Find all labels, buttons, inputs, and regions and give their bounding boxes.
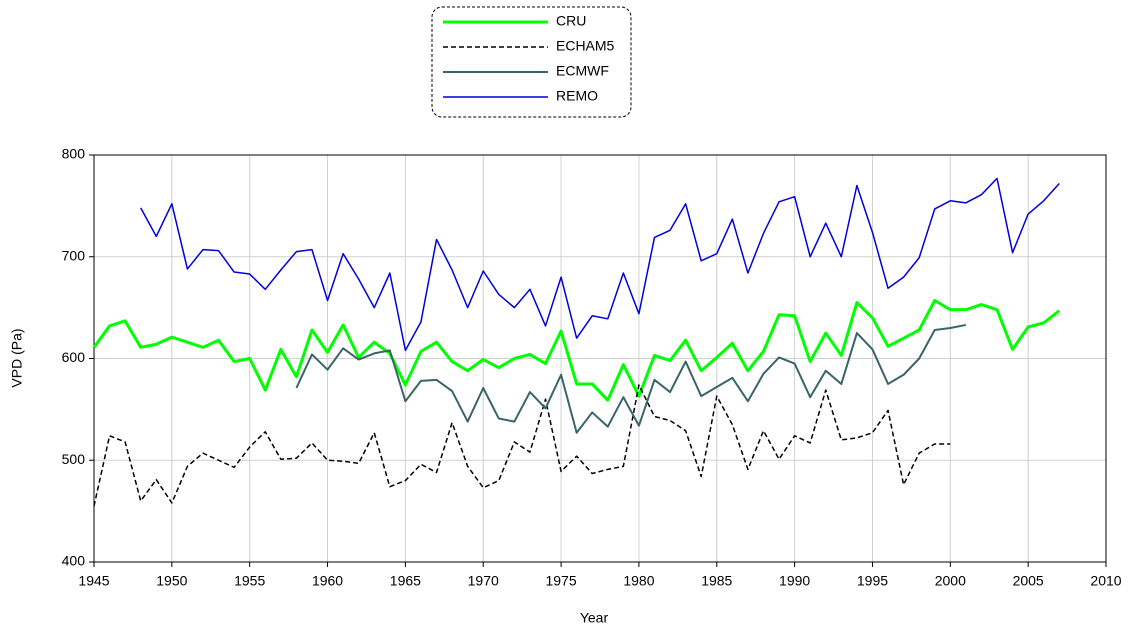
y-tick-label: 500	[62, 451, 86, 467]
x-tick-label: 2000	[935, 573, 966, 589]
x-tick-label: 2010	[1090, 573, 1121, 589]
x-tick-label: 1995	[857, 573, 888, 589]
legend-box	[431, 6, 632, 118]
x-tick-label: 1970	[468, 573, 499, 589]
series-line	[92, 299, 1061, 402]
x-tick-label: 1980	[623, 573, 654, 589]
series-line	[140, 177, 1060, 352]
x-tick-label: 1945	[78, 573, 109, 589]
x-tick-label: 1955	[234, 573, 265, 589]
y-tick-label: 800	[62, 146, 86, 162]
legend-label: REMO	[556, 88, 598, 104]
y-tick-label: 600	[62, 349, 86, 365]
y-axis-label: VPD (Pa)	[9, 328, 25, 387]
legend-label: CRU	[556, 13, 586, 29]
lines	[92, 177, 1061, 507]
x-tick-label: 1985	[701, 573, 732, 589]
x-tick-label: 1950	[156, 573, 187, 589]
legend-label: ECHAM5	[556, 38, 615, 54]
y-tick-label: 700	[62, 247, 86, 263]
x-tick-label: 1975	[545, 573, 576, 589]
x-tick-label: 1965	[390, 573, 421, 589]
x-axis-label: Year	[580, 610, 609, 626]
legend: CRU ECHAM5 ECMWF REMO	[443, 13, 615, 104]
x-tick-label: 2005	[1013, 573, 1044, 589]
legend-label: ECMWF	[556, 63, 609, 79]
series-line	[295, 323, 967, 434]
ticks: 1945 1950 1955 1960 1965 1970 1975 1980 1985 1990…	[62, 146, 1122, 589]
x-tick-label: 1990	[779, 573, 810, 589]
y-tick-label: 400	[62, 553, 86, 569]
series-line	[93, 384, 951, 507]
x-tick-label: 1960	[312, 573, 343, 589]
